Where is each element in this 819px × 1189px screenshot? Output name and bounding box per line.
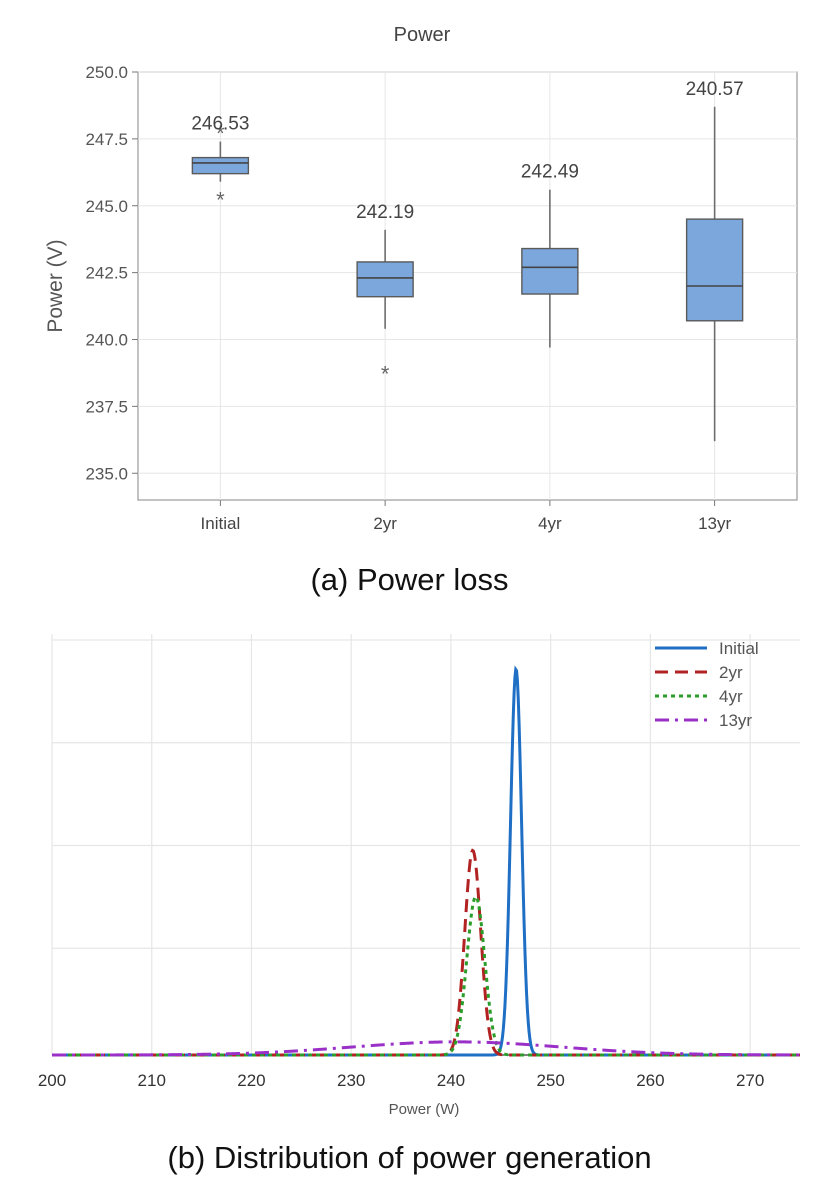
x-tick-label: 4yr [538, 514, 562, 533]
caption-b: (b) Distribution of power generation [167, 1140, 652, 1175]
x-tick-label: 220 [237, 1071, 265, 1090]
box [356, 261, 414, 298]
y-tick-label: 237.5 [85, 397, 128, 416]
data-label: 242.49 [521, 162, 579, 183]
legend-label: Initial [719, 639, 759, 658]
legend-label: 13yr [719, 711, 752, 730]
box [191, 156, 250, 175]
series-line-initial [52, 665, 800, 1057]
caption-a: (a) Power loss [310, 562, 509, 597]
outlier-point: * [216, 121, 225, 146]
x-tick-label: Initial [201, 514, 241, 533]
chart-title: Power [394, 24, 451, 46]
y-tick-label: 245.0 [85, 197, 128, 216]
x-tick-label: 200 [38, 1071, 66, 1090]
outlier-point: * [216, 188, 225, 213]
y-tick-label: 242.5 [85, 264, 128, 283]
x-tick-label: 260 [636, 1071, 664, 1090]
x-tick-label: 210 [138, 1071, 166, 1090]
data-label: 246.53 [191, 114, 249, 135]
x-tick-label: 13yr [698, 514, 731, 533]
x-tick-label: 230 [337, 1071, 365, 1090]
y-axis-label: Power (V) [44, 239, 67, 332]
legend-label: 2yr [719, 663, 743, 682]
x-tick-label: 2yr [373, 514, 397, 533]
data-label: 242.19 [356, 202, 414, 223]
box [521, 247, 579, 295]
legend-label: 4yr [719, 687, 743, 706]
outlier-point: * [381, 362, 390, 387]
distribution-chart: 200 210 220 230 240 250 260 270 Initial 2yr 4yr 13… [38, 634, 800, 1118]
y-tick-label: 240.0 [85, 331, 128, 350]
x-tick-label: 240 [437, 1071, 465, 1090]
y-tick-label: 247.5 [85, 130, 128, 149]
x-axis-label: Power (W) [389, 1101, 460, 1118]
series-line-2yr [52, 848, 800, 1057]
box-plot-chart: Power 250.0 247.5 245.0 242.5 240.0 237.5 235.… [44, 24, 798, 533]
x-tick-label: 250 [536, 1071, 564, 1090]
y-tick-label: 235.0 [85, 464, 128, 483]
series-line-13yr [52, 1040, 800, 1057]
box [685, 218, 744, 322]
data-label: 240.57 [686, 79, 744, 100]
y-tick-label: 250.0 [85, 63, 128, 82]
x-tick-label: 270 [736, 1071, 764, 1090]
series-line-4yr [52, 894, 800, 1057]
